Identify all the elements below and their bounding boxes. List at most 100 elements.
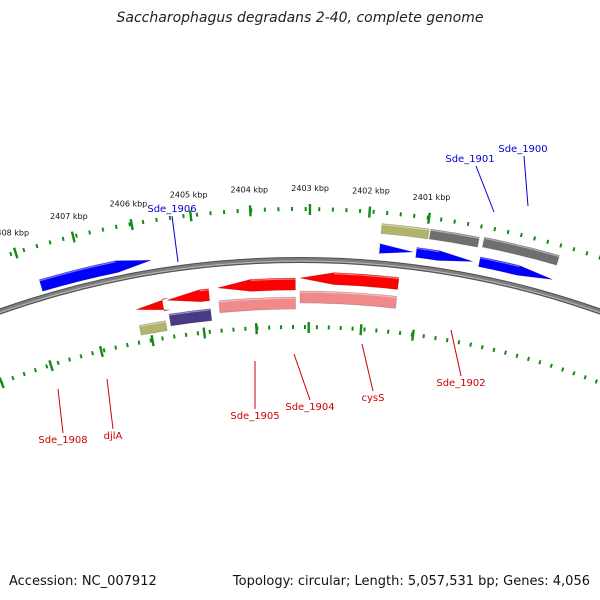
major-tick-inner <box>150 335 155 347</box>
outer-ruler-tick <box>22 247 26 253</box>
sde1906-gene-highlight <box>39 261 116 282</box>
major-tick-outer <box>12 247 19 259</box>
outer-ruler-tick <box>506 229 510 235</box>
outer-ruler-tick <box>572 247 576 252</box>
upstream-blue-gene-highlight <box>480 257 520 268</box>
tick-label: 2405 kbp <box>170 190 208 199</box>
genome-stats-text: Topology: circular; Length: 5,057,531 bp… <box>232 574 590 589</box>
inner-ruler-tick <box>173 334 176 339</box>
gene-label: Sde_1902 <box>436 378 485 389</box>
sde1905-olive-feature <box>138 320 168 336</box>
major-tick-outer <box>70 231 76 243</box>
tick-label: 2402 kbp <box>352 187 390 196</box>
outer-ruler-tick <box>88 230 92 235</box>
sde1900-gray-feature <box>428 228 480 248</box>
gene-label: Sde_1904 <box>285 402 334 413</box>
inner-ruler-tick <box>572 371 576 376</box>
backbone-highlight <box>0 260 600 314</box>
inner-ruler-tick <box>480 345 484 350</box>
sde1902-pink-feature-highlight <box>299 291 397 299</box>
inner-ruler-tick <box>445 337 449 343</box>
features <box>38 223 560 336</box>
outer-ruler-tick <box>453 219 456 224</box>
gene-label: cysS <box>362 393 385 404</box>
outer-ruler-tick <box>48 240 52 245</box>
major-tick-inner <box>254 323 258 335</box>
inner-ruler-tick <box>45 364 49 369</box>
upstream-blue-gene <box>478 256 553 280</box>
outer-ruler-tick <box>546 239 550 245</box>
sde1905-olive-feature-highlight <box>139 321 166 327</box>
gene-label: Sde_1900 <box>498 144 547 155</box>
inner-ruler-tick <box>434 335 437 341</box>
inner-ruler-tick <box>526 356 531 362</box>
inner-ruler-tick <box>469 342 473 347</box>
sde1904-gene <box>166 288 211 303</box>
inner-ruler-tick <box>549 363 553 369</box>
inner-ruler-tick <box>515 353 519 358</box>
major-tick-outer <box>248 205 252 217</box>
outer-ruler-tick <box>155 217 158 223</box>
outer-ruler-tick <box>128 222 131 227</box>
major-tick-outer <box>368 206 372 218</box>
gene-label: djlA <box>104 431 123 442</box>
sde1904-purple-feature <box>168 308 213 327</box>
inner-ruler-tick <box>22 371 26 377</box>
accession-text: Accession: NC_007912 <box>9 574 157 589</box>
sde1905-gene-highlight <box>162 298 169 301</box>
sde1901-gene <box>377 242 414 254</box>
inner-ruler-tick <box>68 357 72 362</box>
genome-backbone <box>0 257 600 315</box>
major-tick-outer <box>188 210 193 222</box>
sde1901-olive-feature-highlight <box>381 223 430 231</box>
inner-ruler-tick <box>492 347 496 353</box>
sde1901-olive-feature <box>380 223 430 240</box>
sde1904-gene-highlight <box>199 289 209 292</box>
inner-ruler-tick <box>184 332 188 337</box>
inner-ruler-tick <box>79 354 83 359</box>
major-tick-inner <box>98 345 104 358</box>
inner-ruler-tick <box>457 340 461 345</box>
inner-ruler-tick <box>33 367 37 373</box>
sde1902-gene-highlight <box>334 273 399 280</box>
outer-ruler-tick <box>74 233 78 238</box>
inner-ruler-tick <box>422 334 425 339</box>
major-tick-inner <box>48 359 54 372</box>
backbone-arc <box>0 258 600 314</box>
tick-label: 2406 kbp <box>110 199 148 208</box>
inner-ruler-tick <box>114 345 118 350</box>
tick-label: 2404 kbp <box>230 185 268 194</box>
gene-label: Sde_1906 <box>147 204 196 215</box>
upstream-gray-feature-highlight <box>484 237 560 257</box>
tick-label: 2408 kbp <box>0 228 29 237</box>
sde1900-gene-highlight <box>416 247 440 253</box>
inner-ruler-tick <box>504 350 507 355</box>
sde1900-gray-feature-highlight <box>430 229 480 239</box>
sde1900-gene <box>415 247 474 262</box>
label-leader-line <box>171 215 179 263</box>
sde1904-purple-feature-highlight <box>169 309 211 316</box>
inner-ruler-tick <box>56 360 60 366</box>
gene-label: Sde_1901 <box>445 154 494 165</box>
outer-ruler-tick <box>101 227 105 232</box>
outer-ruler-tick <box>585 251 589 256</box>
inner-ruler-tick <box>594 379 598 384</box>
gene-labels: Sde_1906 Sde_1901 Sde_1900 Sde_1908 djlA Sde_… <box>38 144 547 446</box>
inner-ruler-tick <box>561 367 565 372</box>
cyss-gene <box>217 277 296 292</box>
outer-ruler-tick <box>533 236 537 241</box>
outer-ruler-tick <box>493 227 497 232</box>
outer-ruler-tick <box>61 236 65 242</box>
label-leader-line <box>475 165 495 213</box>
gene-label: Sde_1908 <box>38 435 87 446</box>
major-tick-inner <box>411 329 415 341</box>
cyss-pink-feature-highlight <box>218 297 296 303</box>
inner-ruler-tick <box>161 336 164 341</box>
outer-ruler-tick <box>168 215 172 221</box>
major-tick-inner <box>359 324 363 336</box>
inner-ruler-tick <box>149 338 153 343</box>
inner-ruler-tick <box>91 351 95 356</box>
major-tick-inner <box>0 377 5 389</box>
label-leader-line <box>450 329 462 377</box>
